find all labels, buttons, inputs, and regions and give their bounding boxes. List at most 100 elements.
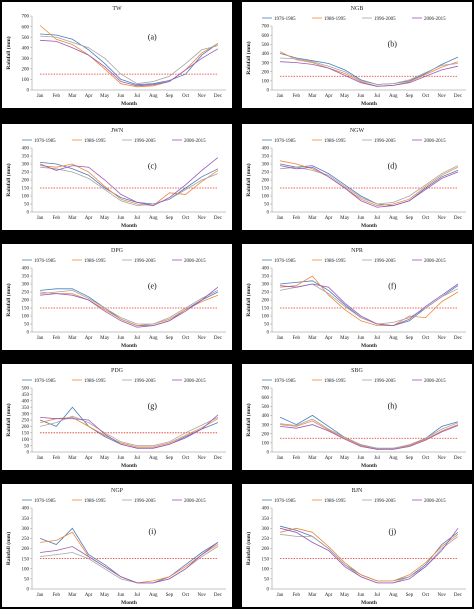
panel-label: (e): [148, 281, 157, 290]
y-tick-label: 350: [22, 275, 30, 280]
x-tick-label: Mar: [308, 94, 317, 99]
y-tick-label: 500: [262, 405, 270, 410]
x-tick-label: Oct: [182, 94, 190, 99]
x-tick-label: Dec: [214, 216, 223, 221]
x-tick-label: Jan: [37, 336, 44, 341]
y-axis-label: Rainfall (mm): [245, 283, 252, 316]
x-tick-label: Mar: [68, 336, 77, 341]
y-tick-label: 50: [24, 323, 30, 328]
y-tick-label: 400: [22, 507, 30, 512]
x-tick-label: Jul: [374, 336, 380, 341]
panel-label: (d): [388, 161, 398, 170]
x-tick-label: Mar: [68, 456, 77, 461]
series-line-1976-1985: [279, 414, 459, 449]
x-tick-label: Aug: [149, 456, 158, 461]
legend-label-1976-1985: 1976-1985: [274, 139, 296, 144]
x-tick-label: Jan: [37, 593, 44, 598]
x-axis-label: Month: [361, 600, 377, 606]
x-tick-label: Apr: [325, 216, 333, 221]
x-tick-label: Apr: [85, 336, 93, 341]
x-tick-label: Mar: [308, 336, 317, 341]
y-tick-label: 100: [262, 315, 270, 320]
legend-label-1996-2005: 1996-2005: [134, 259, 156, 264]
y-tick-label: 50: [24, 203, 30, 208]
y-tick-label: 400: [22, 147, 30, 152]
x-tick-label: May: [340, 593, 350, 598]
series-line-1996-2005: [280, 57, 458, 85]
legend-label-2006-2015: 2006-2015: [184, 259, 206, 264]
x-tick-label: Nov: [437, 216, 446, 221]
x-tick-label: Jul: [374, 216, 380, 221]
panel-label: (h): [388, 401, 398, 410]
legend-label-2006-2015: 2006-2015: [184, 499, 206, 504]
x-axis-label: Month: [361, 101, 377, 107]
y-tick-label: 100: [22, 78, 30, 83]
y-tick-label: 250: [22, 291, 30, 296]
x-tick-label: Aug: [149, 216, 158, 221]
y-tick-label: 600: [262, 396, 270, 401]
x-tick-label: Dec: [214, 336, 223, 341]
x-axis-label: Month: [361, 343, 377, 349]
y-tick-label: 350: [262, 517, 270, 522]
legend-label-1976-1985: 1976-1985: [274, 499, 296, 504]
legend-label-2006-2015: 2006-2015: [184, 139, 206, 144]
chart-panel-tw: TW 0 100 200 300 400 500 600 700 Jan Feb Mar Apr May J…: [2, 2, 232, 108]
legend-label-1996-2005: 1996-2005: [374, 379, 396, 384]
y-tick-label: 250: [262, 171, 270, 176]
chart-panel-npr: NPR 1976-1985 1986-1995 1996-2005 2006-2015 0…: [242, 244, 472, 350]
legend-label-1986-1995: 1986-1995: [84, 139, 106, 144]
legend-label-1996-2005: 1996-2005: [134, 499, 156, 504]
legend-label-1996-2005: 1996-2005: [134, 379, 156, 384]
legend-label-1996-2005: 1996-2005: [374, 499, 396, 504]
y-tick-label: 500: [262, 43, 270, 48]
y-tick-label: 250: [22, 419, 30, 424]
x-tick-label: Feb: [293, 94, 301, 99]
x-tick-label: Jul: [134, 94, 140, 99]
y-tick-label: 450: [22, 393, 30, 398]
y-tick-label: 250: [262, 537, 270, 542]
series-line-2006-2015: [280, 61, 458, 87]
y-tick-label: 100: [22, 195, 30, 200]
y-tick-label: 350: [262, 155, 270, 160]
series-line-1996-2005: [40, 546, 219, 584]
x-tick-label: Jun: [117, 593, 124, 598]
line-chart-sbg: SBG 1976-1985 1986-1995 1996-2005 2006-2015 0…: [245, 368, 466, 469]
series-line-2006-2015: [40, 39, 219, 87]
y-tick-label: 700: [262, 25, 270, 30]
legend-label-1986-1995: 1986-1995: [324, 259, 346, 264]
x-tick-label: Jul: [374, 94, 380, 99]
x-tick-label: Mar: [308, 456, 317, 461]
x-tick-label: Aug: [389, 593, 398, 598]
y-tick-label: 0: [27, 451, 30, 456]
y-tick-label: 0: [267, 331, 270, 336]
series-line-2006-2015: [280, 424, 459, 450]
x-tick-label: Dec: [214, 94, 223, 99]
y-tick-label: 150: [22, 307, 30, 312]
chart-panel-dpg: DPG 1976-1985 1986-1995 1996-2005 2006-2015 0…: [2, 244, 232, 350]
x-tick-label: Aug: [389, 456, 398, 461]
y-tick-label: 0: [267, 89, 270, 94]
y-tick-label: 500: [22, 387, 30, 392]
y-axis-label: Rainfall (mm): [245, 532, 252, 565]
series-line-1976-1985: [280, 163, 459, 207]
y-tick-label: 250: [22, 171, 30, 176]
line-chart-pdg: PDG 1976-1985 1986-1995 1996-2005 2006-2015 0…: [5, 368, 226, 469]
x-tick-label: Jul: [134, 456, 140, 461]
chart-panel-pdg: PDG 1976-1985 1986-1995 1996-2005 2006-2015 0…: [2, 364, 232, 470]
legend-label-1976-1985: 1976-1985: [34, 259, 56, 264]
series-line-2006-2015: [40, 542, 219, 584]
x-tick-label: Oct: [182, 336, 190, 341]
line-chart-npr: NPR 1976-1985 1986-1995 1996-2005 2006-2015 0…: [245, 248, 466, 349]
y-tick-label: 350: [22, 517, 30, 522]
chart-title: NPR: [351, 248, 363, 254]
legend-label-2006-2015: 2006-2015: [424, 379, 446, 384]
series-line-1986-1995: [280, 275, 459, 326]
x-tick-label: Jul: [374, 593, 380, 598]
legend-label-1986-1995: 1986-1995: [84, 259, 106, 264]
x-tick-label: Jan: [277, 456, 284, 461]
x-tick-label: Nov: [197, 336, 206, 341]
y-tick-label: 300: [22, 163, 30, 168]
y-tick-label: 0: [267, 451, 270, 456]
x-tick-label: Aug: [149, 593, 158, 598]
series-line-2006-2015: [40, 414, 219, 449]
